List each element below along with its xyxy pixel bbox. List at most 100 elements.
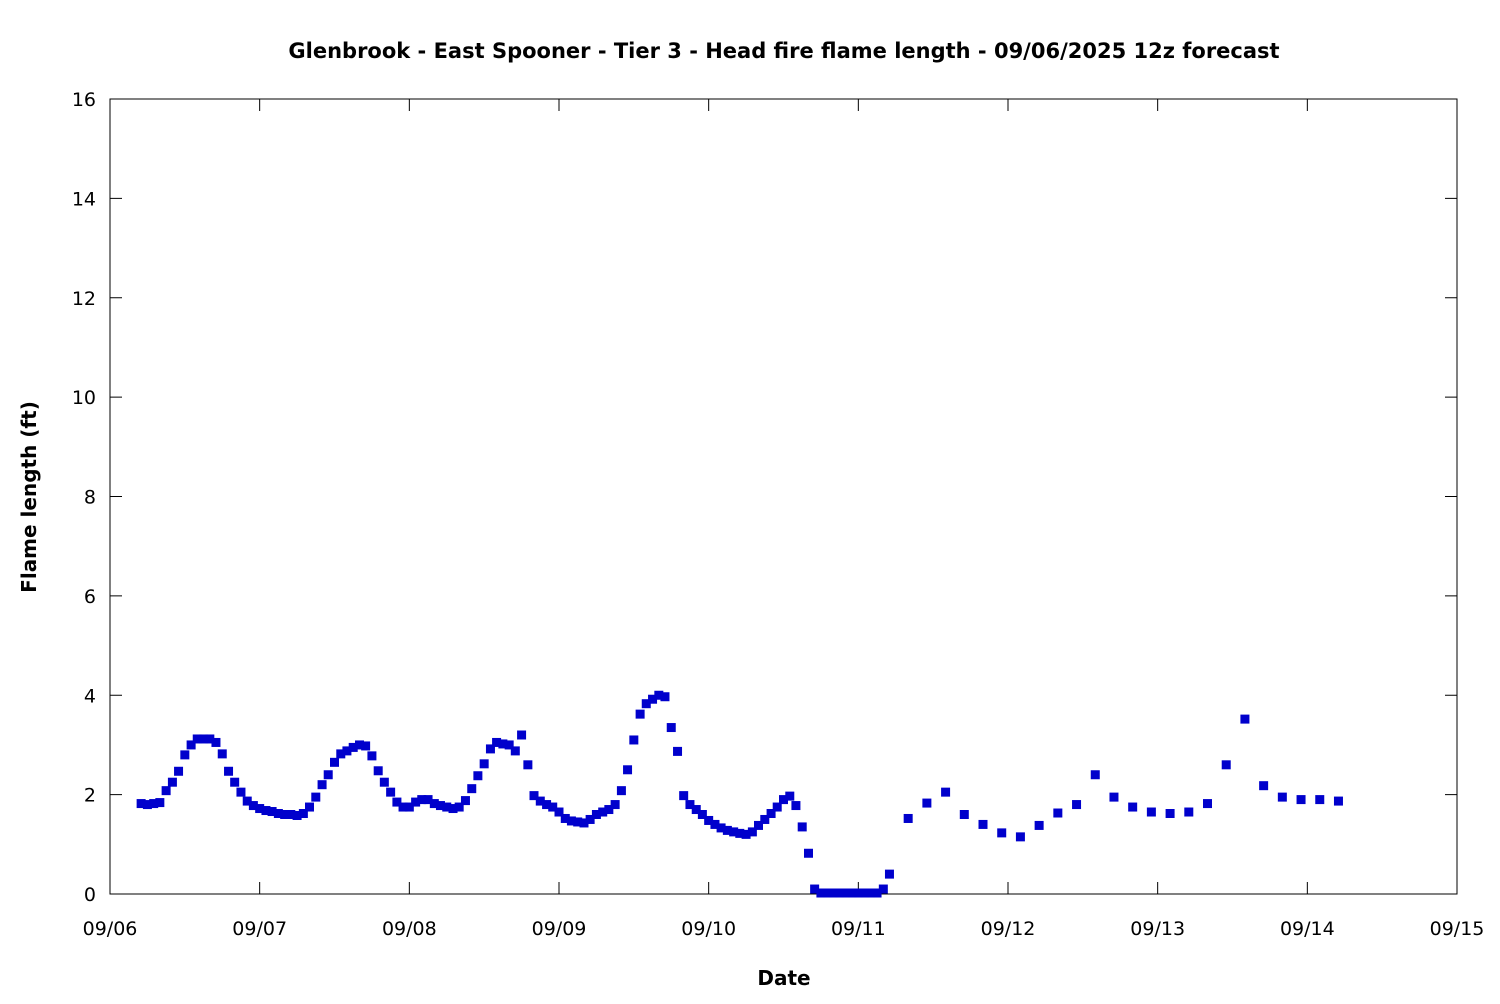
data-point <box>941 787 951 797</box>
data-point <box>766 809 776 819</box>
data-point <box>174 766 184 776</box>
data-point <box>691 805 701 815</box>
data-point <box>460 796 470 806</box>
plot-area-border <box>109 98 1458 895</box>
data-point <box>853 888 863 898</box>
data-point <box>1259 781 1269 791</box>
data-point <box>1053 808 1063 818</box>
data-point <box>1128 802 1138 812</box>
data-point <box>579 818 589 828</box>
data-point <box>242 796 252 806</box>
data-point <box>604 805 614 815</box>
data-point <box>230 777 240 787</box>
data-point <box>280 810 290 819</box>
data-point <box>1221 760 1231 770</box>
data-point <box>635 709 645 719</box>
data-point <box>180 750 190 760</box>
x-tick-label: 09/11 <box>831 918 886 940</box>
data-point <box>922 798 932 808</box>
data-point <box>192 734 202 744</box>
data-point <box>1184 807 1194 817</box>
y-tick-label: 4 <box>84 685 96 707</box>
data-point <box>479 759 489 769</box>
data-point <box>379 777 389 787</box>
data-point <box>442 802 452 812</box>
data-point <box>286 810 296 819</box>
data-point <box>760 814 770 824</box>
data-point <box>473 771 483 781</box>
data-point <box>710 819 720 829</box>
data-point <box>429 799 439 809</box>
data-point <box>841 888 851 898</box>
data-point <box>598 807 608 817</box>
data-point <box>504 740 514 750</box>
chart-title: Glenbrook - East Spooner - Tier 3 - Head… <box>288 39 1279 63</box>
data-point <box>779 795 788 805</box>
data-point <box>685 800 695 810</box>
y-tick-label: 14 <box>72 188 96 210</box>
data-point <box>517 730 527 740</box>
data-point <box>1072 800 1082 810</box>
data-point <box>878 884 888 894</box>
data-point <box>261 806 271 816</box>
data-point <box>797 822 807 832</box>
data-point <box>298 809 308 819</box>
data-point <box>654 690 664 700</box>
data-point <box>348 742 358 752</box>
data-point <box>554 807 564 817</box>
y-tick-label: 10 <box>72 387 96 409</box>
data-point <box>591 810 601 819</box>
data-point <box>498 739 508 749</box>
data-point <box>386 787 396 797</box>
data-point <box>679 791 689 801</box>
data-point <box>641 699 651 709</box>
data-point <box>1277 792 1287 802</box>
y-tick-label: 16 <box>72 89 96 111</box>
x-tick-label: 09/10 <box>681 918 736 940</box>
data-point <box>211 737 221 747</box>
data-point <box>959 810 969 819</box>
data-point <box>835 888 845 898</box>
data-point <box>722 825 732 835</box>
data-point <box>978 819 988 829</box>
data-point <box>1109 792 1119 802</box>
data-point <box>1165 809 1175 819</box>
data-point <box>510 746 520 756</box>
data-point <box>735 828 745 838</box>
data-point <box>542 800 552 810</box>
data-point <box>623 765 633 775</box>
data-point <box>354 740 364 750</box>
data-point <box>566 816 576 826</box>
data-point <box>255 804 265 814</box>
data-point <box>417 795 427 805</box>
data-point <box>791 801 801 811</box>
data-point <box>167 777 177 787</box>
data-point <box>660 692 670 702</box>
x-tick-label: 09/12 <box>981 918 1036 940</box>
data-points <box>136 690 1343 898</box>
data-point <box>336 749 346 759</box>
data-point <box>822 888 832 898</box>
data-point <box>142 800 152 810</box>
data-point <box>1203 799 1213 809</box>
data-point <box>467 784 477 794</box>
data-point <box>273 809 283 819</box>
data-point <box>342 746 352 756</box>
data-point <box>785 791 795 801</box>
data-point <box>155 798 165 808</box>
data-point <box>903 813 913 823</box>
y-tick-label: 6 <box>84 586 96 608</box>
data-point <box>435 801 445 811</box>
data-point <box>267 807 277 817</box>
y-axis-label: Flame length (ft) <box>17 401 41 593</box>
data-point <box>523 760 533 770</box>
data-point <box>448 804 458 814</box>
data-point <box>492 737 502 747</box>
y-axis: 0 2 4 6 8 10 12 14 16 <box>72 89 1457 906</box>
data-point <box>666 723 676 733</box>
data-point <box>305 802 315 812</box>
x-tick-label: 09/09 <box>532 918 587 940</box>
data-point <box>997 828 1007 838</box>
